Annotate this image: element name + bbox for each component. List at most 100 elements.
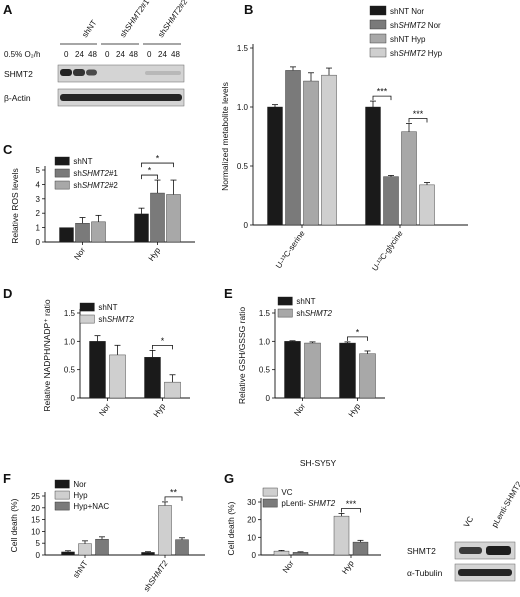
y-tick-label: 1.0 xyxy=(259,337,271,346)
legend-swatch xyxy=(54,501,70,511)
timepoint-label: 0 xyxy=(105,50,110,59)
legend-swatch xyxy=(369,5,387,16)
bar xyxy=(141,552,155,556)
significance-label: *** xyxy=(346,499,357,509)
bar xyxy=(273,550,290,556)
legend-swatch xyxy=(54,479,70,489)
significance-label: *** xyxy=(377,87,388,97)
y-tick-label: 1.5 xyxy=(259,309,271,318)
bar xyxy=(109,354,126,399)
blot-a-row-label-shmt2: SHMT2 xyxy=(4,69,33,79)
blot-a-condition-label: 0.5% O₂/h xyxy=(4,50,40,59)
panel-label-c: C xyxy=(3,142,13,157)
legend: shNT shSHMT2#1 shSHMT2#2 xyxy=(54,156,118,190)
panel-label-a: A xyxy=(3,2,13,17)
y-tick-label: 25 xyxy=(31,492,40,501)
y-tick-label: 0.5 xyxy=(237,162,249,171)
x-tick-label: Nor xyxy=(281,559,296,575)
y-tick-label: 0 xyxy=(36,551,41,560)
significance-bracket xyxy=(141,162,174,168)
x-tick-label: U-¹³C-glycine xyxy=(370,229,405,273)
y-tick-label: 0 xyxy=(252,551,257,560)
bar xyxy=(75,223,90,243)
legend-label: shSHMT2#2 xyxy=(73,181,118,190)
y-tick-label: 1.5 xyxy=(237,44,249,53)
bar xyxy=(150,192,165,243)
bar xyxy=(164,381,181,399)
bar xyxy=(333,515,350,556)
x-tick-label: shSHMT2 xyxy=(142,559,170,594)
legend-swatch xyxy=(54,168,70,178)
chart-f: F 0 5 10 15 20 25 Cell death (%) shNT shSHMT2 ** No… xyxy=(3,471,205,593)
blot-a-row-label-actin: β-Actin xyxy=(4,93,31,103)
legend-swatch xyxy=(54,180,70,190)
legend-label: Hyp+NAC xyxy=(73,502,109,511)
bar xyxy=(91,221,106,243)
blot-band xyxy=(459,547,482,554)
x-tick-label: shNT xyxy=(71,559,89,580)
timepoint-label: 48 xyxy=(129,50,138,59)
y-tick-label: 1.0 xyxy=(64,337,76,346)
x-tick-label: Hyp xyxy=(147,246,163,263)
y-tick-label: 0 xyxy=(71,394,76,403)
blot-g-row-label-tubulin: α-Tubulin xyxy=(407,568,443,578)
legend-swatch xyxy=(54,490,70,500)
legend-swatch xyxy=(262,487,278,497)
bar xyxy=(134,213,149,243)
legend: shNT shSHMT2 xyxy=(79,302,135,324)
legend-label: shSHMT2 Nor xyxy=(390,21,441,30)
bar xyxy=(419,184,435,226)
legend-swatch xyxy=(79,314,95,324)
bar xyxy=(95,538,109,556)
x-tick-label: Nor xyxy=(97,402,112,418)
legend-label: shNT xyxy=(296,297,315,306)
timepoint-label: 48 xyxy=(88,50,97,59)
timepoint-label: 0 xyxy=(64,50,69,59)
significance-bracket xyxy=(347,336,368,341)
legend-label: shNT Hyp xyxy=(390,35,426,44)
blot-g-row-label-shmt2: SHMT2 xyxy=(407,546,436,556)
y-tick-label: 2 xyxy=(36,209,41,218)
y-tick-label: 15 xyxy=(31,516,40,525)
bar xyxy=(352,541,369,556)
y-axis-label: Relative NADPH/NADP⁺ ratio xyxy=(42,299,52,411)
bar xyxy=(321,74,337,226)
y-tick-label: 1 xyxy=(36,224,41,233)
y-tick-label: 0.5 xyxy=(64,366,76,375)
charts: B 0 0.5 1.0 1.5 Normalized metabolite levels U… xyxy=(3,2,468,593)
panel-g-blot: VC pLenti-SHMT2 SHMT2 α-Tubulin xyxy=(407,479,520,582)
blot-band xyxy=(86,69,97,76)
legend-label: shSHMT2 xyxy=(296,309,332,318)
bar xyxy=(267,106,283,226)
y-axis-label: Normalized metabolite levels xyxy=(220,82,230,191)
x-tick-label: Nor xyxy=(292,402,307,418)
x-tick-label: Hyp xyxy=(347,402,363,419)
legend-label: pLenti- SHMT2 xyxy=(281,499,335,508)
legend-label: shNT Nor xyxy=(390,7,424,16)
blot-a-strip-shmt2 xyxy=(57,64,185,83)
panel-label-e: E xyxy=(224,286,233,301)
legend-label: Hyp xyxy=(73,491,88,500)
blot-band xyxy=(60,69,72,76)
bar xyxy=(365,106,381,226)
y-tick-label: 0.5 xyxy=(259,366,271,375)
chart-g: G SH-SY5Y 0 10 20 30 Cell death (%) Nor Hyp *** VC… xyxy=(224,458,381,576)
significance-bracket xyxy=(408,118,428,123)
significance-bracket xyxy=(341,508,361,513)
bar xyxy=(284,341,301,399)
significance-bracket xyxy=(164,496,183,501)
legend-swatch xyxy=(369,47,387,58)
y-tick-label: 0 xyxy=(36,238,41,247)
legend: VC pLenti- SHMT2 xyxy=(262,487,336,508)
legend: shNT Nor shSHMT2 Nor shNT Hyp shSHMT2 Hyp xyxy=(369,5,443,58)
bar xyxy=(61,551,75,556)
y-tick-label: 10 xyxy=(31,527,40,536)
panel-label-f: F xyxy=(3,471,11,486)
bar xyxy=(166,194,181,243)
bar xyxy=(175,539,189,556)
x-tick-label: Hyp xyxy=(152,402,168,419)
legend-swatch xyxy=(277,308,293,318)
bar xyxy=(78,543,92,556)
legend: shNT shSHMT2 xyxy=(277,296,333,318)
